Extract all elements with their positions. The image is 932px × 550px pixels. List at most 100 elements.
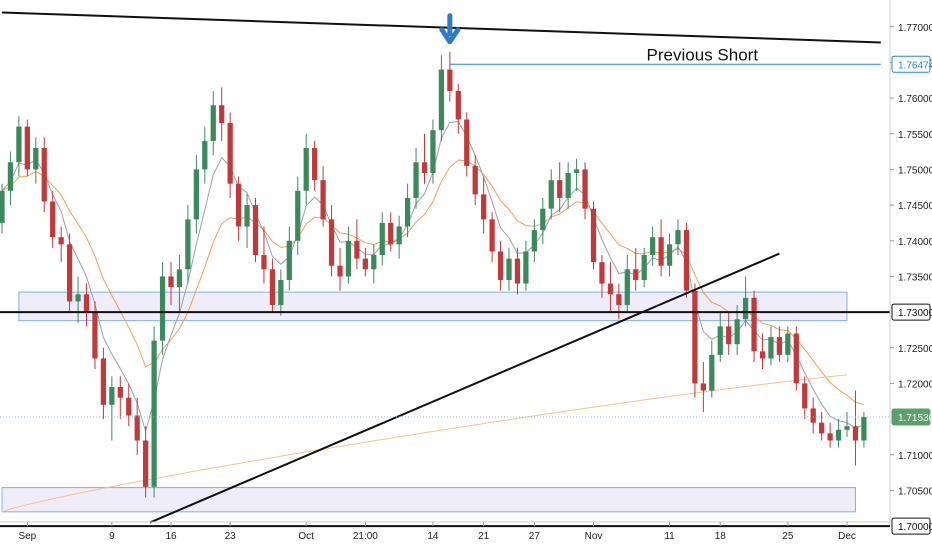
x-tick-label: 16: [165, 531, 177, 542]
candle-body: [33, 148, 39, 170]
candle-body: [835, 429, 842, 441]
candle-body: [168, 276, 174, 288]
candle-body: [455, 90, 461, 120]
candle-body: [413, 162, 419, 198]
candle-body: [430, 130, 436, 173]
price-tag-1: [891, 303, 931, 321]
x-tick-label: 14: [427, 531, 439, 542]
candle-body: [573, 169, 580, 173]
candle-body: [261, 255, 267, 270]
candle-body: [557, 180, 563, 198]
y-tick-label: 1.72500: [898, 344, 932, 355]
candle-body: [447, 69, 453, 91]
candle-body: [134, 415, 140, 441]
candle-body: [126, 397, 132, 416]
candle-body: [540, 208, 546, 231]
candle-body: [202, 140, 208, 170]
candle-body: [219, 105, 225, 124]
candle-body: [827, 433, 833, 441]
candle-body: [396, 226, 402, 245]
candle-body: [751, 297, 757, 352]
candle-body: [286, 240, 292, 280]
candle-body: [523, 251, 529, 284]
y-tick-label: 1.72000: [898, 379, 932, 390]
y-tick-label: 1.70500: [898, 486, 932, 497]
candle-body: [709, 354, 715, 391]
candle-body: [650, 237, 656, 256]
price-tag-3: [891, 517, 931, 535]
candle-body: [675, 230, 681, 245]
candle-body: [852, 426, 859, 441]
candle-body: [75, 294, 81, 302]
candles-layer: [0, 51, 867, 498]
price-tag-label-3: 1.70000: [898, 522, 932, 533]
candle-body: [0, 190, 5, 223]
candle-body: [252, 205, 259, 256]
candle-body: [109, 386, 115, 405]
candle-body: [269, 269, 276, 305]
candle-body: [759, 351, 766, 359]
x-tick-label: 21:00: [353, 531, 378, 542]
drawing-lines-layer: [0, 11, 890, 528]
support-zone-0: [18, 291, 848, 322]
candle-body: [176, 269, 183, 288]
candle-body: [41, 148, 47, 202]
candle-body: [683, 230, 690, 291]
candle-body: [548, 180, 554, 209]
candle-body: [193, 169, 199, 220]
candle-body: [802, 383, 808, 409]
x-tick-label: 21: [478, 531, 490, 542]
candle-body: [83, 294, 90, 313]
candle-body: [7, 162, 14, 191]
candle-body: [599, 262, 605, 284]
candle-body: [481, 194, 487, 220]
x-tick-label: Nov: [585, 531, 603, 542]
candle-body: [379, 222, 385, 256]
candle-body: [582, 169, 588, 209]
x-tick-label: 25: [782, 531, 794, 542]
candle-body: [143, 440, 149, 487]
candle-body: [210, 105, 216, 141]
candle-body: [641, 255, 647, 280]
y-tick-label: 1.77000: [898, 23, 932, 34]
candle-body: [819, 422, 825, 434]
candle-body: [844, 426, 850, 430]
candle-body: [633, 269, 639, 280]
support-zone-1: [1, 487, 856, 513]
candle-body: [244, 205, 250, 227]
candle-body: [421, 162, 428, 173]
candle-body: [692, 290, 698, 384]
candle-body: [658, 237, 664, 266]
price-tag-label-1: 1.73000: [898, 308, 932, 319]
x-tick-label: 23: [225, 531, 237, 542]
candle-body: [810, 408, 816, 423]
candle-body: [328, 219, 335, 266]
candle-body: [565, 172, 571, 198]
sma-long-line: [1, 374, 848, 513]
candle-body: [354, 240, 360, 259]
price-tags-layer: 1.76474 1.73000 1.71530 1.70000: [891, 55, 932, 535]
candle-body: [717, 326, 723, 355]
candle-body: [404, 197, 411, 227]
candle-body: [117, 386, 123, 398]
candle-body: [295, 190, 301, 241]
candle-body: [514, 258, 521, 284]
candle-body: [345, 240, 352, 277]
candle-body: [793, 333, 799, 384]
candle-body: [66, 244, 73, 302]
candle-body: [616, 294, 622, 305]
candle-body: [50, 201, 56, 238]
x-tick-label: Oct: [298, 531, 314, 542]
candle-body: [472, 165, 478, 195]
candle-body: [320, 180, 326, 220]
x-tick-label: 18: [715, 531, 727, 542]
arrow-down-icon: [439, 27, 461, 45]
candle-body: [24, 126, 30, 170]
candle-body: [768, 337, 774, 359]
candle-body: [607, 283, 614, 295]
candle-body: [497, 251, 504, 280]
candle-body: [151, 340, 157, 487]
